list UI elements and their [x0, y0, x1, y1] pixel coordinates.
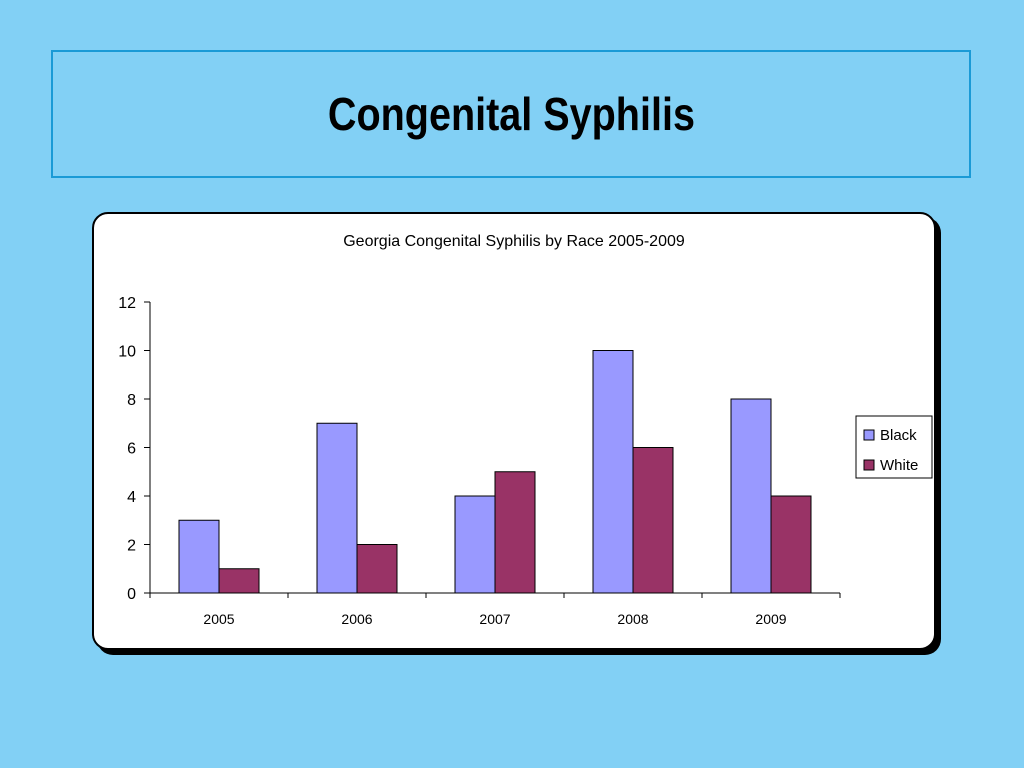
- bar-white-2009: [770, 495, 812, 594]
- bar-white-2008: [632, 447, 674, 594]
- legend-label-white: White: [880, 457, 918, 474]
- legend-swatch-white: [863, 459, 875, 471]
- legend-swatch-black: [863, 429, 875, 441]
- x-tick-label: 2005: [203, 611, 234, 627]
- bar-black-2009: [730, 398, 772, 594]
- chart-title: Georgia Congenital Syphilis by Race 2005…: [343, 233, 685, 250]
- y-tick-label: 0: [127, 586, 136, 603]
- y-tick-label: 4: [127, 489, 136, 506]
- bar-white-2007: [494, 471, 536, 594]
- legend: Black White: [855, 415, 933, 479]
- y-tick-label: 2: [127, 538, 136, 555]
- x-tick-label: 2007: [479, 611, 510, 627]
- bar-black-2005: [178, 519, 220, 594]
- x-axis: 2005 2006 2007 2008 2009: [149, 592, 841, 627]
- y-tick-label: 6: [127, 441, 136, 458]
- chart-panel: Georgia Congenital Syphilis by Race 2005…: [92, 212, 936, 650]
- bar-white-2005: [218, 568, 260, 594]
- y-tick-label: 10: [118, 344, 136, 361]
- bar-black-2007: [454, 495, 496, 594]
- slide-title: Congenital Syphilis: [327, 88, 695, 140]
- bar-white-2006: [356, 544, 398, 594]
- legend-label-black: Black: [880, 427, 917, 444]
- y-axis: 0 2 4 6 8 10 12: [118, 295, 151, 603]
- bar-chart: Georgia Congenital Syphilis by Race 2005…: [118, 233, 933, 627]
- bar-black-2008: [592, 350, 634, 594]
- x-tick-label: 2006: [341, 611, 372, 627]
- bars-group: [178, 350, 812, 594]
- y-tick-label: 8: [127, 392, 136, 409]
- x-tick-label: 2009: [755, 611, 786, 627]
- bar-black-2006: [316, 422, 358, 594]
- x-tick-label: 2008: [617, 611, 648, 627]
- slide-title-box: Congenital Syphilis: [51, 50, 971, 178]
- y-tick-label: 12: [118, 295, 136, 312]
